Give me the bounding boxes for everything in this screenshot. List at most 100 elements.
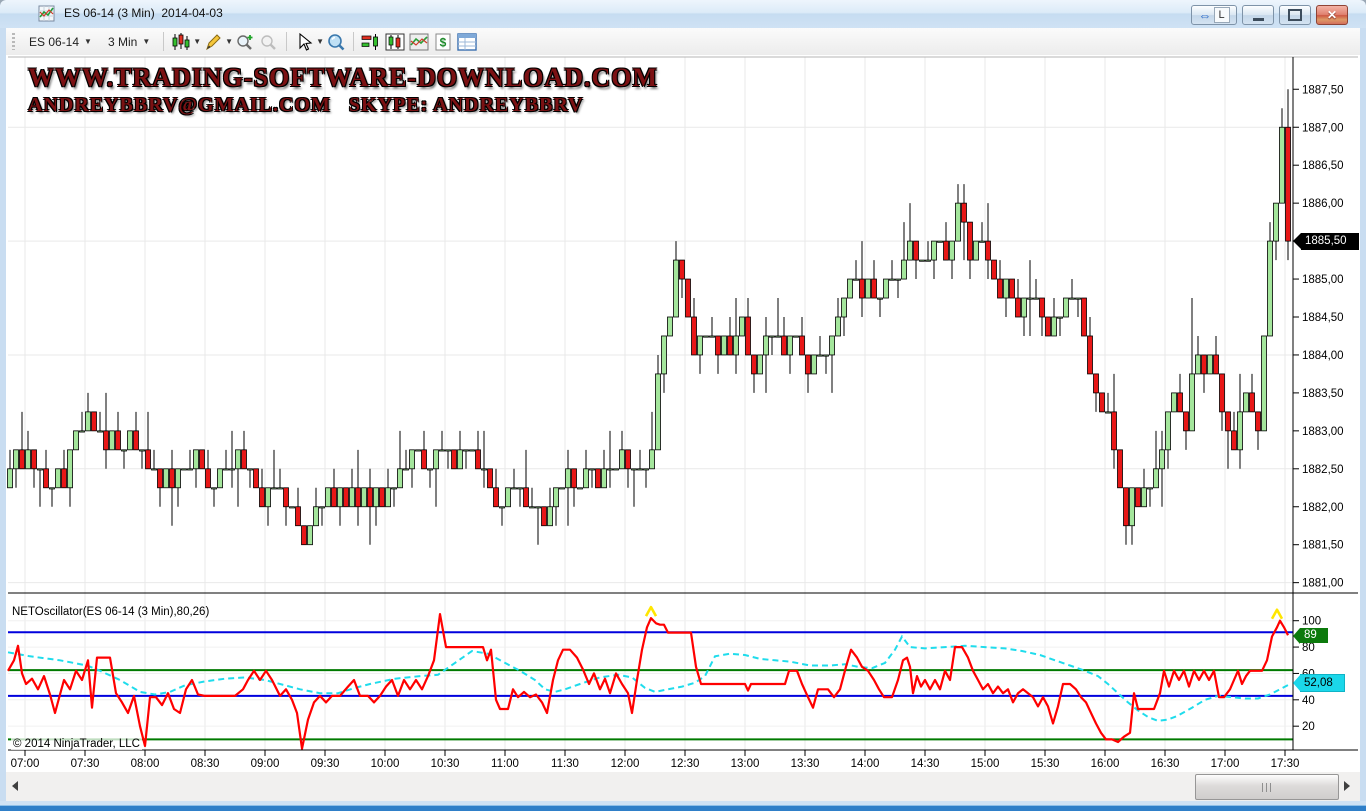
instrument-dropdown[interactable]: ES 06-14 ▼ <box>21 31 100 53</box>
candlestick-icon <box>172 32 190 50</box>
svg-text:11:30: 11:30 <box>551 758 579 770</box>
mini-chart-button[interactable] <box>407 31 431 53</box>
horizontal-scrollbar[interactable] <box>6 772 1360 801</box>
chevron-down-icon[interactable]: ▼ <box>316 37 324 46</box>
chevron-down-icon[interactable]: ▼ <box>225 37 234 46</box>
maximize-button[interactable] <box>1279 5 1311 25</box>
marker-arrow-icon <box>1293 233 1301 250</box>
window-border-bottom <box>0 801 1366 811</box>
zoom-in-icon <box>237 34 253 50</box>
mini-chart-icon <box>409 33 429 50</box>
window-border-right <box>1360 28 1366 811</box>
svg-text:16:30: 16:30 <box>1151 758 1180 770</box>
cursor-icon <box>299 32 313 51</box>
svg-text:1881,00: 1881,00 <box>1302 578 1344 590</box>
window-title: ES 06-14 (3 Min) 2014-04-03 <box>64 6 223 20</box>
svg-text:1884,00: 1884,00 <box>1302 350 1344 362</box>
svg-text:1882,00: 1882,00 <box>1302 502 1344 514</box>
svg-text:17:30: 17:30 <box>1271 758 1300 770</box>
chart-trader-icon <box>361 33 378 50</box>
data-grid-button[interactable] <box>455 31 479 53</box>
magnifier-icon <box>328 33 345 50</box>
svg-text:16:00: 16:00 <box>1091 758 1120 770</box>
svg-text:1883,50: 1883,50 <box>1302 388 1344 400</box>
title-bar[interactable]: ES 06-14 (3 Min) 2014-04-03 ⇔ L ✕ <box>0 0 1366 29</box>
link-label: L <box>1213 7 1230 23</box>
cursor-button[interactable] <box>292 31 316 53</box>
svg-text:09:00: 09:00 <box>251 758 280 770</box>
toolbar-separator <box>353 32 354 51</box>
oscillator-cyan-marker: 52,08 <box>1293 674 1345 693</box>
dollar-icon: $ <box>435 33 451 50</box>
svg-text:17:00: 17:00 <box>1211 758 1240 770</box>
chevron-down-icon: ▼ <box>142 37 151 46</box>
market-depth-button[interactable] <box>383 31 407 53</box>
svg-text:1887,00: 1887,00 <box>1302 122 1344 134</box>
svg-text:07:30: 07:30 <box>71 758 100 770</box>
marker-arrow-icon <box>1293 675 1300 692</box>
minimize-button[interactable] <box>1242 5 1274 25</box>
svg-text:1883,00: 1883,00 <box>1302 426 1344 438</box>
oscillator-label: NETOscillator(ES 06-14 (3 Min),80,26) <box>12 606 210 618</box>
svg-text:1886,00: 1886,00 <box>1302 198 1344 210</box>
oscillator-red-value: 89 <box>1300 628 1328 644</box>
svg-text:1884,50: 1884,50 <box>1302 312 1344 324</box>
price-marker: 1885,50 <box>1293 232 1359 250</box>
copyright-label: © 2014 NinjaTrader, LLC <box>11 738 142 750</box>
svg-text:15:00: 15:00 <box>971 758 1000 770</box>
svg-text:08:30: 08:30 <box>191 758 220 770</box>
chart-style-button[interactable] <box>169 31 193 53</box>
svg-text:12:00: 12:00 <box>611 758 640 770</box>
svg-text:1885,00: 1885,00 <box>1302 274 1344 286</box>
svg-text:$: $ <box>440 35 447 49</box>
svg-text:14:30: 14:30 <box>911 758 940 770</box>
svg-text:09:30: 09:30 <box>311 758 340 770</box>
interval-label: 3 Min <box>107 34 138 49</box>
interval-dropdown[interactable]: 3 Min ▼ <box>100 31 158 53</box>
svg-text:20: 20 <box>1302 721 1315 733</box>
oscillator-cyan-value: 52,08 <box>1300 674 1345 693</box>
toolbar-separator <box>286 32 288 51</box>
chart-window-icon <box>38 5 56 23</box>
chart-area: 07:00 07:30 08:00 08:30 09:00 09:30 10:00 10:30… <box>6 55 1360 801</box>
svg-text:14:00: 14:00 <box>851 758 880 770</box>
maximize-icon <box>1288 9 1302 21</box>
zoom-out-icon <box>261 34 276 50</box>
scroll-left-icon[interactable] <box>12 781 18 791</box>
pencil-icon <box>206 33 221 50</box>
link-arrows-icon: ⇔ <box>1198 7 1212 23</box>
chevron-down-icon[interactable]: ▼ <box>193 37 202 46</box>
marker-arrow-icon <box>1293 627 1300 644</box>
svg-text:1887,50: 1887,50 <box>1302 84 1344 96</box>
toolbar-separator <box>163 32 165 51</box>
svg-text:11:00: 11:00 <box>491 758 519 770</box>
scroll-right-icon[interactable] <box>1344 781 1350 791</box>
toolbar-grip[interactable] <box>12 33 15 50</box>
svg-text:80: 80 <box>1302 642 1315 654</box>
chevron-down-icon: ▼ <box>84 37 92 46</box>
minimize-icon <box>1252 17 1264 21</box>
scrollbar-thumb[interactable] <box>1195 774 1339 800</box>
data-box-button[interactable] <box>324 31 348 53</box>
oscillator-red-marker: 89 <box>1293 627 1328 644</box>
svg-text:1886,50: 1886,50 <box>1302 160 1344 172</box>
svg-text:10:30: 10:30 <box>431 758 460 770</box>
link-button[interactable]: ⇔ L <box>1191 5 1237 25</box>
data-grid-icon <box>457 32 477 51</box>
zoom-out-button[interactable] <box>257 31 281 53</box>
close-button[interactable]: ✕ <box>1316 5 1348 25</box>
svg-text:1882,50: 1882,50 <box>1302 464 1344 476</box>
drawing-tools-button[interactable] <box>201 31 225 53</box>
window-border-left <box>0 28 6 811</box>
svg-text:100: 100 <box>1302 616 1321 628</box>
chart-trader-button[interactable] <box>359 31 383 53</box>
svg-text:12:30: 12:30 <box>671 758 700 770</box>
svg-text:07:00: 07:00 <box>11 758 40 770</box>
instrument-label: ES 06-14 <box>29 34 80 49</box>
zoom-in-button[interactable] <box>233 31 257 53</box>
svg-text:15:30: 15:30 <box>1031 758 1060 770</box>
thumb-grip-icon <box>1261 782 1273 792</box>
account-dollar-button[interactable]: $ <box>431 31 455 53</box>
